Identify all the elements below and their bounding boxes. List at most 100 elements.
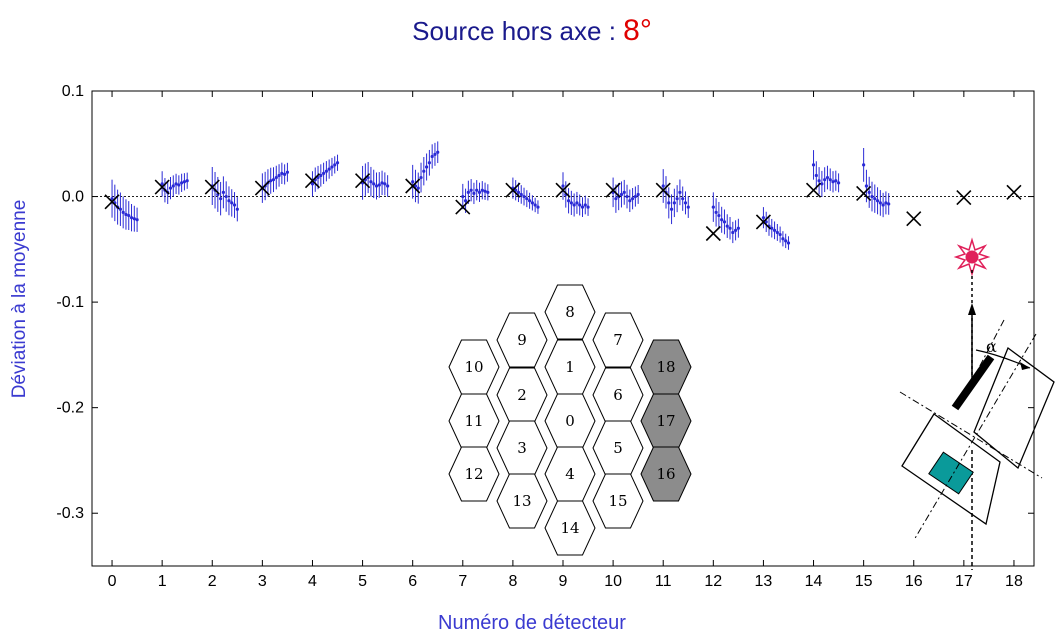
- data-point: [322, 171, 326, 175]
- data-point: [728, 226, 732, 230]
- x-tick-label: 16: [905, 573, 923, 590]
- x-marker-stroke: [204, 179, 220, 195]
- data-point: [864, 184, 869, 188]
- hex-cell-shape: [592, 473, 644, 529]
- data-point: [171, 184, 175, 188]
- data-point: [335, 161, 340, 165]
- x-marker-stroke: [655, 182, 671, 198]
- hex-cell-9: 9: [496, 312, 548, 368]
- data-point: [433, 152, 437, 156]
- x-tick-label: 5: [358, 573, 367, 590]
- hex-cell-shape: [544, 284, 596, 340]
- x-marker: [304, 173, 321, 189]
- data-point: [110, 197, 114, 201]
- x-marker: [555, 182, 571, 198]
- angle-alpha-label: α: [986, 337, 997, 356]
- x-marker-stroke: [906, 211, 922, 227]
- x-tick-label: 15: [855, 573, 873, 590]
- hex-cell-shape: [640, 446, 692, 502]
- hex-cell-shape: [448, 446, 500, 502]
- x-tick-label: 11: [655, 573, 672, 590]
- data-point: [124, 212, 128, 217]
- data-point: [625, 194, 629, 199]
- source-star-icon: [953, 237, 991, 277]
- data-point: [569, 201, 573, 205]
- x-marker: [405, 178, 421, 194]
- data-point: [614, 197, 618, 201]
- x-tick-label: 8: [508, 573, 517, 590]
- hex-cell-8: 8: [544, 284, 596, 340]
- data-point: [572, 203, 576, 207]
- chart-title: Source hors axe : 8°: [0, 14, 1064, 48]
- data-point: [185, 179, 189, 183]
- data-point: [633, 194, 637, 199]
- data-point: [820, 182, 824, 186]
- data-point: [764, 220, 768, 224]
- data-point: [686, 205, 690, 209]
- data-point: [369, 180, 373, 184]
- data-point: [221, 190, 225, 194]
- data-point: [525, 197, 529, 201]
- x-tick-label: 4: [308, 573, 317, 590]
- data-point: [372, 182, 376, 186]
- data-point: [480, 188, 484, 192]
- data-point: [630, 197, 635, 201]
- data-point: [770, 226, 774, 230]
- data-point: [227, 199, 231, 203]
- hex-cell-16: 16: [640, 446, 692, 502]
- data-point: [430, 154, 434, 159]
- data-point: [461, 194, 465, 199]
- data-point: [628, 199, 632, 203]
- hex-cell-label: 1: [565, 358, 575, 376]
- x-marker-stroke: [505, 182, 521, 198]
- data-point: [477, 190, 482, 194]
- data-point: [174, 182, 178, 186]
- x-tick-label: 7: [458, 573, 467, 590]
- data-point: [235, 207, 239, 211]
- data-point: [486, 190, 490, 194]
- data-point: [867, 190, 871, 194]
- x-marker: [956, 190, 972, 206]
- data-point: [717, 213, 721, 218]
- hex-cell-12: 12: [448, 446, 500, 502]
- data-point: [386, 184, 390, 188]
- hex-cell-3: 3: [496, 420, 548, 476]
- data-point: [466, 190, 470, 194]
- data-point: [132, 217, 136, 221]
- data-point: [182, 180, 187, 184]
- x-tick-label: 1: [158, 573, 167, 590]
- x-tick-label: 6: [408, 573, 417, 590]
- x-marker: [505, 182, 521, 198]
- data-point: [271, 178, 276, 182]
- data-point: [514, 188, 518, 192]
- x-tick-label: 2: [208, 573, 217, 590]
- data-point: [636, 192, 640, 197]
- axes-group: 0 1 2 3 4 5 6 7 8 9 10 11 12 13 14 15 16 17 180.10.0-0.1-0…: [56, 83, 1035, 590]
- data-point: [160, 182, 164, 186]
- collimator-outline: [973, 346, 1055, 470]
- hex-cell-6: 6: [592, 367, 644, 423]
- x-marker-stroke: [856, 185, 872, 201]
- hex-cell-label: 7: [613, 331, 623, 349]
- data-point: [722, 220, 727, 224]
- hex-cell-17: 17: [640, 393, 692, 449]
- x-marker-stroke: [104, 194, 120, 210]
- x-marker: [455, 199, 471, 215]
- data-point: [427, 161, 431, 165]
- hex-cell-2: 2: [496, 367, 548, 423]
- data-point: [419, 175, 423, 180]
- x-marker-stroke: [455, 199, 471, 215]
- data-point: [380, 181, 384, 185]
- x-tick-label: 14: [805, 573, 823, 590]
- hex-cell-4: 4: [544, 446, 596, 502]
- data-point: [619, 192, 624, 197]
- data-point: [823, 178, 827, 182]
- x-tick-label: 12: [704, 573, 722, 590]
- data-point: [232, 203, 237, 207]
- data-point: [731, 230, 735, 235]
- data-point: [784, 239, 788, 243]
- data-point: [884, 201, 888, 205]
- data-point: [475, 188, 479, 192]
- x-marker: [805, 182, 822, 198]
- hex-cell-11: 11: [448, 393, 500, 449]
